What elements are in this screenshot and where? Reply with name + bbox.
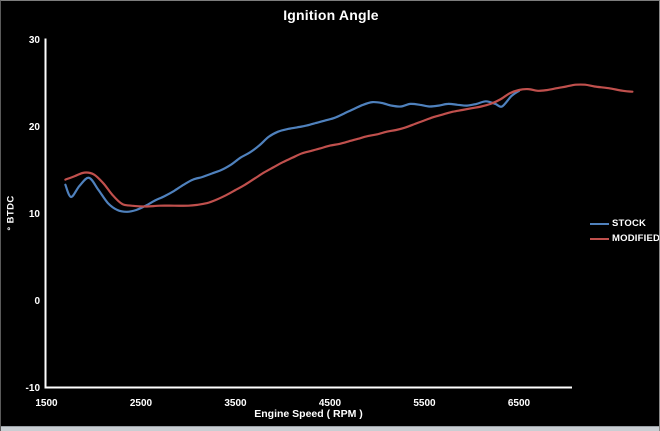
- x-tick-label: 4500: [319, 398, 342, 409]
- modified-series-line: [64, 83, 634, 208]
- y-tick-label: 20: [29, 122, 41, 133]
- x-tick-label: 3500: [224, 398, 247, 409]
- x-tick-label: 5500: [413, 398, 436, 409]
- chart-title: Ignition Angle: [283, 7, 379, 23]
- x-axis-title: Engine Speed ( RPM ): [254, 408, 363, 420]
- x-tick-label: 2500: [130, 398, 153, 409]
- legend-item-modified: MODIFIED: [590, 231, 660, 246]
- legend-label-modified: MODIFIED: [612, 233, 660, 244]
- legend-label-stock: STOCK: [612, 218, 647, 229]
- modified-legend-line-icon: [590, 237, 609, 240]
- x-tick-label: 6500: [508, 398, 531, 409]
- y-tick-label: 10: [29, 209, 41, 220]
- x-tick-label: 1500: [35, 398, 58, 409]
- legend-item-stock: STOCK: [590, 216, 659, 231]
- y-tick-label: 0: [34, 296, 40, 307]
- window-bottom-border: [1, 426, 659, 431]
- stock-legend-line-icon: [590, 222, 609, 225]
- stock-series-line: [64, 89, 521, 213]
- legend: STOCK MODIFIED: [590, 216, 660, 246]
- y-axis-title: ° BTDC: [5, 195, 17, 231]
- y-tick-label: 30: [29, 35, 41, 46]
- y-tick-label: -10: [26, 383, 41, 394]
